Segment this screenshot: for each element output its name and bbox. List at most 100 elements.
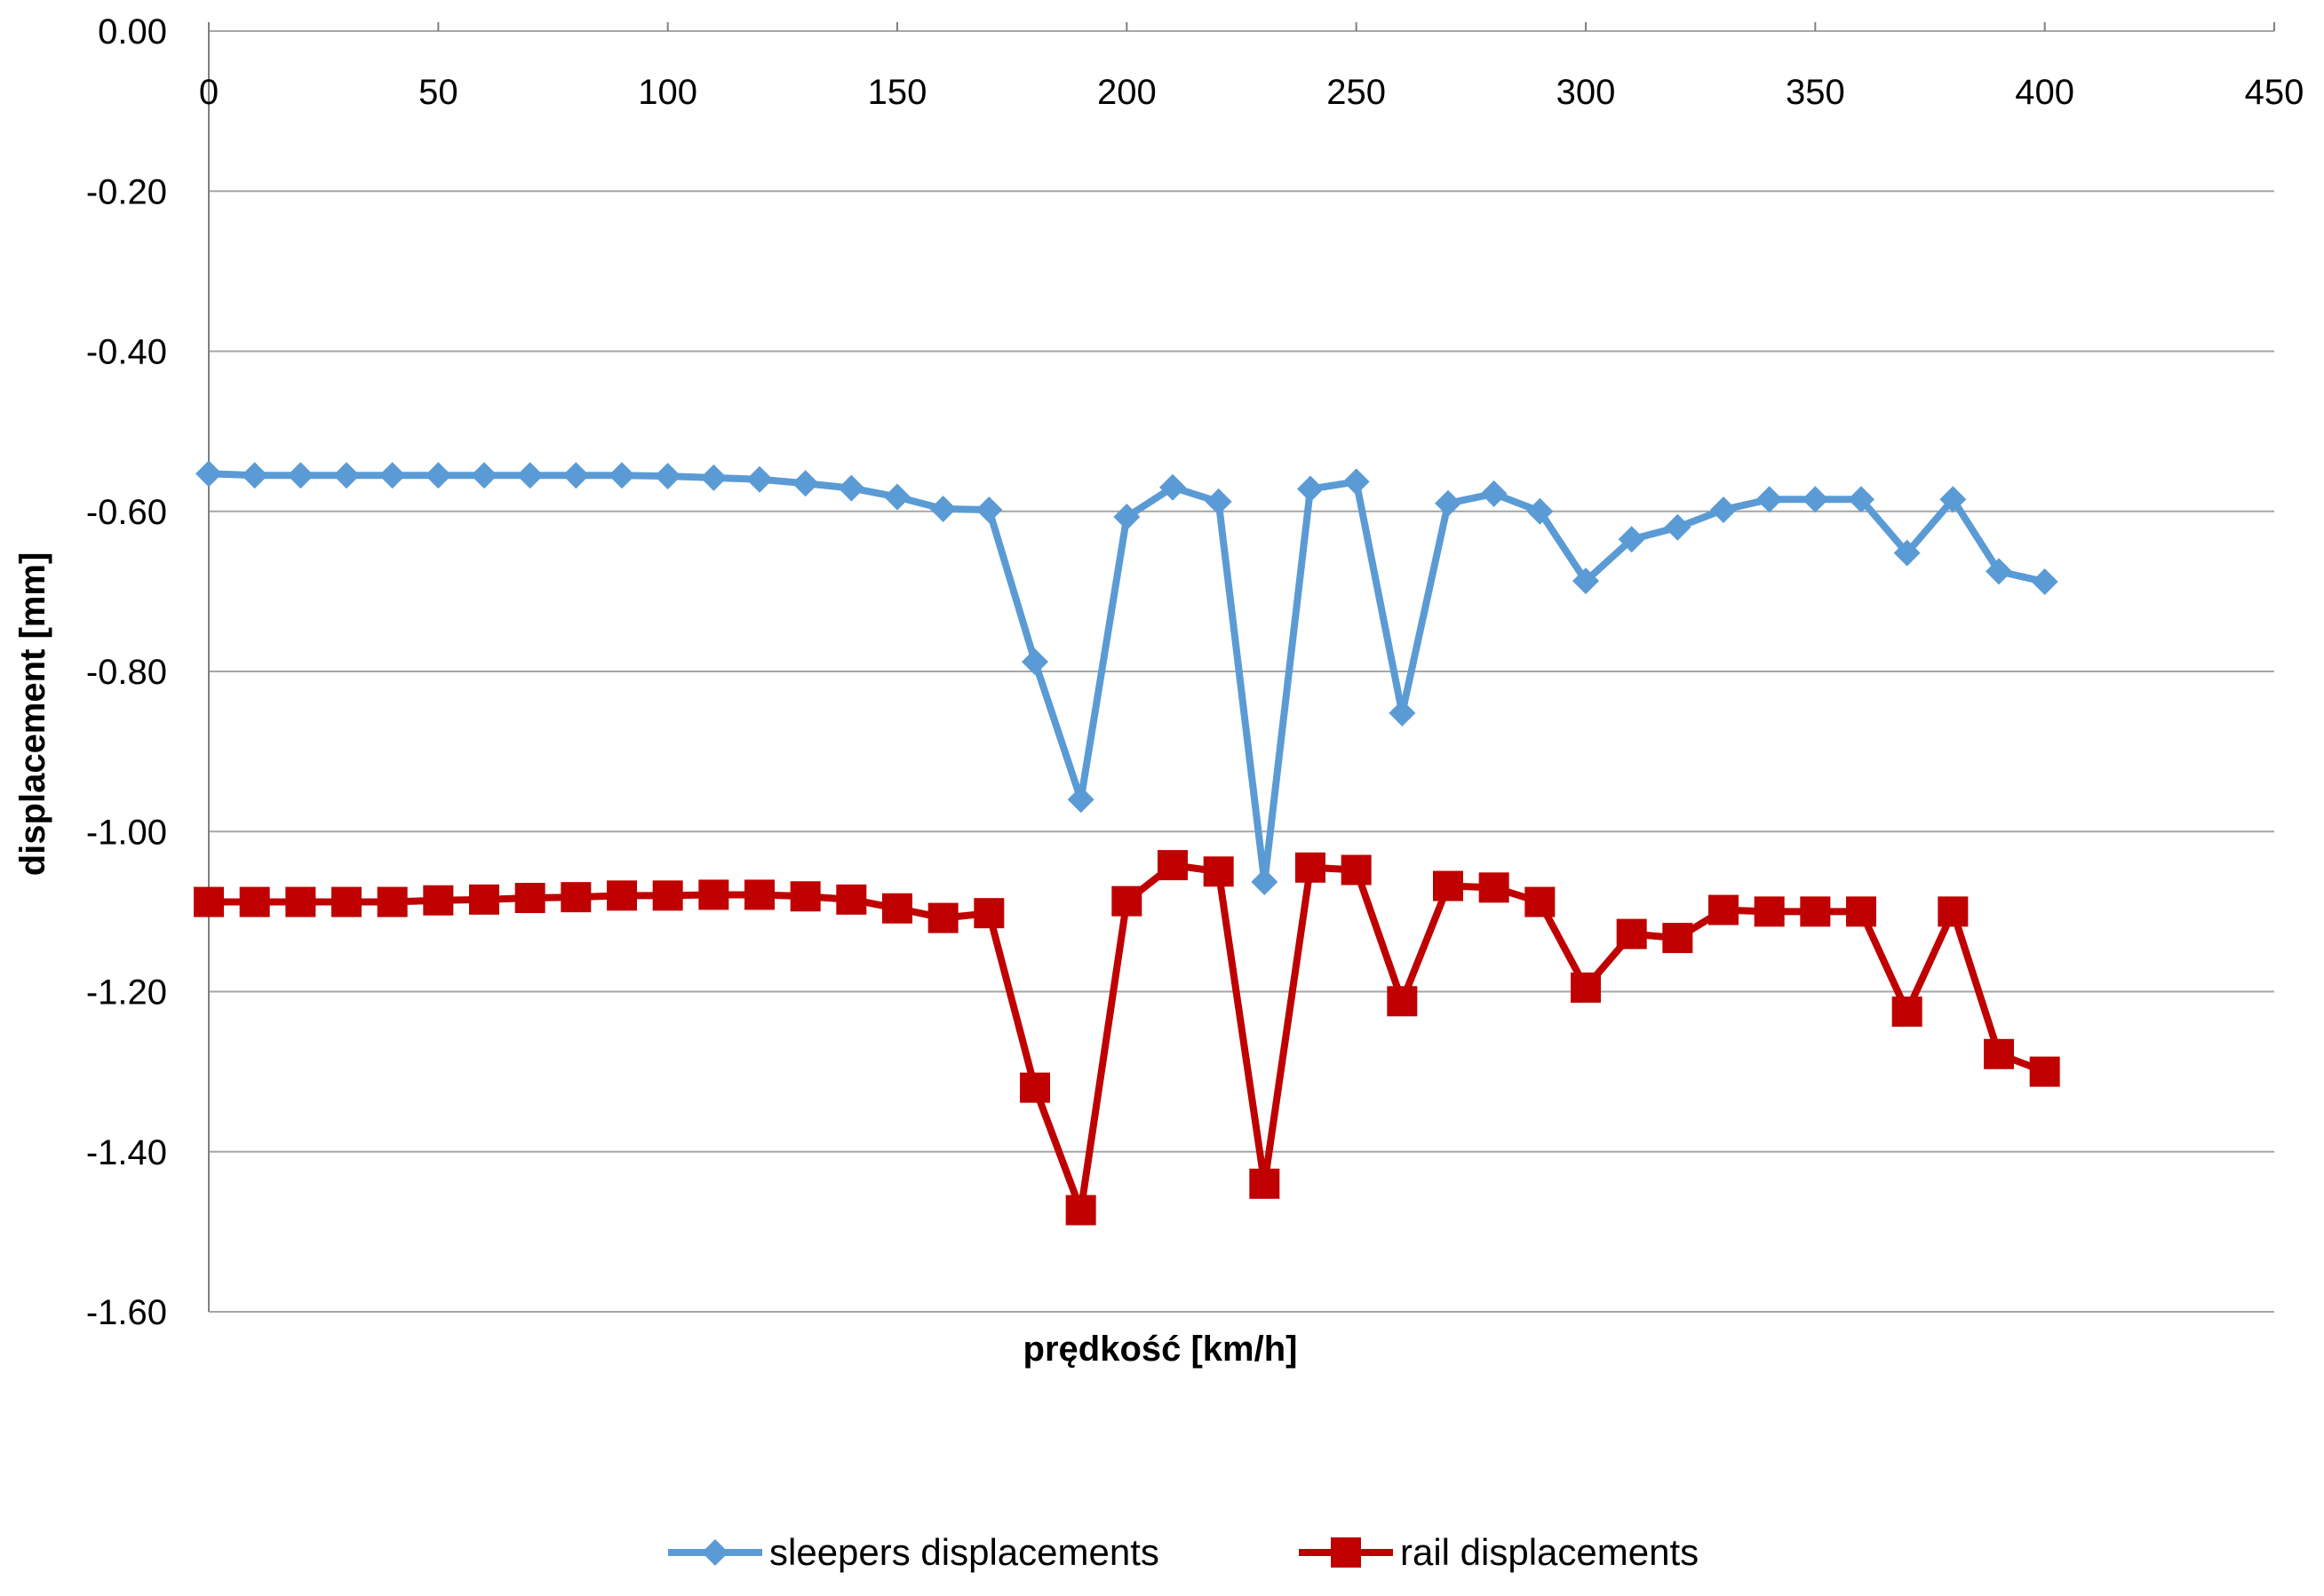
data-point bbox=[838, 474, 865, 502]
data-point bbox=[744, 879, 775, 910]
data-point bbox=[790, 881, 821, 912]
data-point bbox=[2029, 1056, 2060, 1087]
data-point bbox=[927, 902, 959, 933]
y-tick-label: -1.40 bbox=[86, 1133, 167, 1172]
y-tick-label: -0.60 bbox=[86, 493, 167, 532]
data-point bbox=[1065, 1195, 1096, 1226]
x-tick-label: 400 bbox=[2015, 73, 2074, 112]
data-point bbox=[607, 880, 637, 911]
data-point bbox=[1986, 558, 2012, 585]
data-point bbox=[1480, 480, 1508, 507]
data-point bbox=[1297, 475, 1324, 503]
data-point bbox=[1111, 885, 1142, 917]
data-point bbox=[425, 462, 452, 489]
data-point bbox=[1893, 539, 1921, 567]
data-point bbox=[654, 463, 681, 490]
x-tick-label: 50 bbox=[418, 73, 458, 112]
data-point bbox=[195, 460, 222, 488]
data-point bbox=[1158, 850, 1188, 881]
data-point bbox=[1389, 699, 1416, 727]
data-point bbox=[1113, 504, 1141, 531]
data-point bbox=[1710, 496, 1737, 523]
y-tick-label: -0.20 bbox=[86, 172, 167, 211]
data-point bbox=[836, 884, 867, 915]
data-point bbox=[792, 470, 819, 497]
data-point bbox=[1618, 526, 1645, 553]
data-point bbox=[884, 483, 911, 511]
series-line bbox=[208, 470, 2046, 886]
data-point bbox=[516, 462, 544, 489]
data-point bbox=[1848, 486, 1874, 513]
data-point bbox=[1572, 568, 1599, 595]
series-group bbox=[195, 460, 2058, 896]
data-point bbox=[239, 886, 270, 917]
legend-swatch-marker bbox=[1331, 1537, 1361, 1568]
x-tick-label: 450 bbox=[2245, 73, 2304, 112]
y-tick-label: -1.60 bbox=[86, 1293, 167, 1332]
legend-label: sleepers displacements bbox=[769, 1531, 1159, 1573]
x-tick-label: 0 bbox=[199, 73, 219, 112]
data-point bbox=[562, 462, 590, 489]
data-point bbox=[1891, 997, 1922, 1028]
y-tick-label: -0.80 bbox=[86, 653, 167, 692]
data-point bbox=[1662, 923, 1693, 954]
data-point bbox=[1802, 486, 1829, 513]
data-point bbox=[882, 893, 912, 924]
data-point bbox=[1526, 497, 1554, 525]
data-point bbox=[514, 883, 545, 914]
data-point bbox=[1203, 856, 1234, 887]
x-axis-title: prędkość [km/h] bbox=[1023, 1330, 1298, 1369]
data-point bbox=[1616, 918, 1647, 949]
data-point bbox=[377, 886, 408, 917]
data-point bbox=[287, 462, 314, 489]
data-point bbox=[1159, 473, 1186, 501]
y-axis-title: displacement [mm] bbox=[13, 552, 52, 877]
data-point bbox=[1755, 486, 1783, 513]
data-point bbox=[652, 880, 683, 911]
data-point bbox=[1938, 896, 1969, 927]
data-point bbox=[471, 462, 497, 489]
x-tick-label: 350 bbox=[1786, 73, 1845, 112]
data-point bbox=[1205, 488, 1232, 515]
data-point bbox=[1387, 986, 1418, 1017]
legend-swatch-marker bbox=[702, 1539, 728, 1566]
data-point bbox=[1664, 513, 1691, 541]
axes bbox=[208, 22, 2275, 1312]
series-group bbox=[194, 850, 2060, 1226]
data-point bbox=[333, 462, 360, 489]
data-point bbox=[1295, 852, 1325, 883]
data-point bbox=[1524, 886, 1556, 917]
data-point bbox=[746, 465, 773, 493]
data-point bbox=[378, 462, 406, 489]
data-point bbox=[929, 496, 957, 523]
data-point bbox=[1754, 896, 1785, 927]
data-point bbox=[1800, 896, 1831, 927]
legend-item: sleepers displacements bbox=[668, 1531, 1159, 1573]
data-point bbox=[1342, 468, 1370, 496]
data-point bbox=[1067, 786, 1094, 814]
x-tick-label: 150 bbox=[868, 73, 927, 112]
y-tick-label: -0.40 bbox=[86, 333, 167, 372]
data-point bbox=[975, 496, 1003, 523]
legend-item: rail displacements bbox=[1299, 1531, 1699, 1573]
data-point bbox=[1020, 1072, 1050, 1103]
data-point bbox=[1433, 870, 1463, 901]
data-point bbox=[423, 885, 454, 916]
data-point bbox=[700, 464, 728, 491]
data-point bbox=[1249, 1168, 1280, 1199]
data-point bbox=[1251, 869, 1278, 896]
data-point bbox=[1984, 1038, 2014, 1069]
y-tick-label: 0.00 bbox=[98, 12, 167, 52]
data-point bbox=[241, 462, 268, 489]
data-point bbox=[974, 898, 1005, 929]
data-point bbox=[698, 879, 729, 910]
data-point bbox=[561, 882, 592, 913]
x-tick-label: 250 bbox=[1326, 73, 1386, 112]
data-point bbox=[285, 886, 316, 917]
series bbox=[194, 460, 2060, 1226]
data-point bbox=[194, 886, 224, 917]
tick-labels: 0.00 -0.20 -0.40 -0.60 -0.80 -1.00 -1.20 -1.40 -… bbox=[86, 12, 2304, 1332]
data-point bbox=[331, 886, 362, 917]
x-tick-label: 200 bbox=[1097, 73, 1157, 112]
